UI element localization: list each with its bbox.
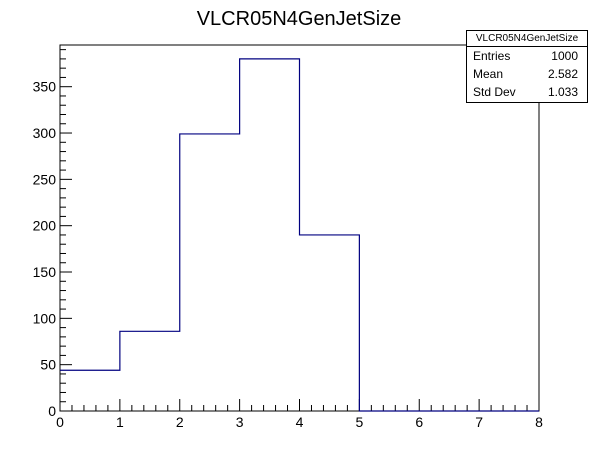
stats-label: Entries <box>473 49 511 63</box>
stats-value: 1.033 <box>547 85 578 99</box>
stats-row-stddev: Std Dev 1.033 <box>467 83 587 101</box>
stats-title: VLCR05N4GenJetSize <box>467 31 587 47</box>
y-tick-label: 350 <box>33 79 57 95</box>
x-tick-label: 4 <box>296 414 304 430</box>
x-tick-label: 8 <box>535 414 543 430</box>
x-tick-label: 0 <box>56 414 64 430</box>
y-tick-label: 300 <box>33 125 57 141</box>
histogram-outline <box>60 58 539 412</box>
stats-value: 1000 <box>551 49 578 63</box>
x-tick-label: 3 <box>236 414 244 430</box>
histogram-bin <box>240 59 300 411</box>
y-tick-label: 100 <box>33 310 57 326</box>
histogram-bin <box>60 370 120 411</box>
histogram-bin <box>180 134 240 411</box>
y-tick-label: 0 <box>48 403 56 419</box>
y-tick-label: 250 <box>33 171 57 187</box>
y-tick-label: 200 <box>33 218 57 234</box>
axes: 0 1 2 3 4 5 6 7 8 0 50 100 150 200 250 300 350 <box>33 44 543 430</box>
stats-box: VLCR05N4GenJetSize Entries 1000 Mean 2.5… <box>466 30 588 103</box>
stats-row-entries: Entries 1000 <box>467 47 587 65</box>
histogram-bin <box>300 235 360 411</box>
stats-label: Mean <box>473 67 504 81</box>
stats-row-mean: Mean 2.582 <box>467 65 587 83</box>
stats-label: Std Dev <box>473 85 516 99</box>
histogram-bin <box>120 331 180 411</box>
x-tick-label: 2 <box>176 414 184 430</box>
chart-title: VLCR05N4GenJetSize <box>197 8 402 30</box>
y-tick-label: 50 <box>40 357 56 373</box>
x-tick-label: 5 <box>355 414 363 430</box>
x-tick-label: 7 <box>475 414 483 430</box>
stats-value: 2.582 <box>547 67 578 81</box>
x-tick-label: 1 <box>116 414 124 430</box>
y-tick-label: 150 <box>33 264 57 280</box>
x-tick-label: 6 <box>415 414 423 430</box>
